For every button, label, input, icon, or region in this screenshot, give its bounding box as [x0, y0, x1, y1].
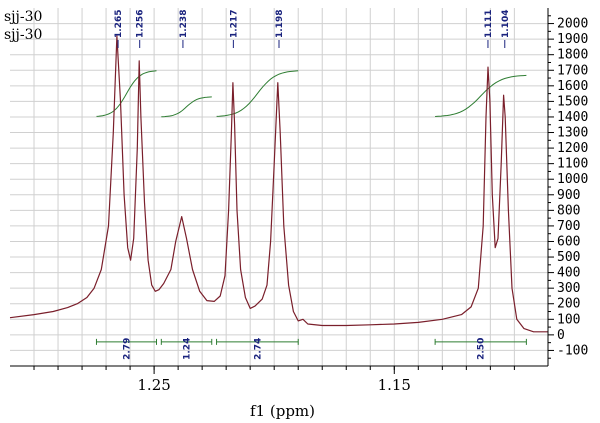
y-tick-label: 700 [557, 219, 580, 234]
peak-label: 1.256 [136, 10, 146, 38]
integral-curves [96, 70, 527, 118]
x-tick-label: 1.15 [378, 376, 411, 394]
integral-curve [96, 70, 157, 117]
peak-label: 1.111 [484, 10, 494, 38]
peak-label: 1.198 [275, 10, 285, 38]
y-tick-label: 1100 [557, 157, 588, 172]
y-tick-label: 800 [557, 203, 580, 218]
x-tick-label: 1.25 [137, 376, 170, 394]
peak-label: 1.217 [229, 10, 239, 38]
y-tick-label: 1000 [557, 172, 588, 187]
peak-labels: 1.265 1.256 1.238 1.217 1.198 1.111 1.104 [114, 10, 511, 48]
peak-label: 1.265 [114, 10, 124, 38]
axes: -100010020030040050060070080090010001100… [10, 8, 588, 394]
grid [10, 8, 548, 366]
spectrum-trace [9, 35, 548, 333]
integral-value: 2.79 [122, 338, 132, 360]
y-tick-label: 1600 [557, 79, 588, 94]
integral-curve [161, 96, 212, 118]
y-tick-label: 400 [557, 266, 580, 281]
y-tick-label: 2000 [557, 17, 588, 32]
y-tick-label: 1500 [557, 94, 588, 109]
integral-value: 1.24 [183, 338, 193, 360]
spectrum-line [9, 35, 548, 333]
y-tick-label: 900 [557, 188, 580, 203]
y-tick-label: 100 [557, 312, 580, 327]
integral-curve [216, 70, 299, 117]
peak-label: 1.238 [179, 10, 189, 38]
integration-bars: 2.79 1.24 2.74 2.50 [95, 338, 527, 360]
y-tick-label: 300 [557, 281, 580, 296]
y-tick-label: -100 [557, 343, 588, 358]
y-tick-label: 1400 [557, 110, 588, 125]
y-tick-label: 200 [557, 297, 580, 312]
x-axis-label: f1 (ppm) [250, 402, 315, 420]
y-tick-label: 1300 [557, 126, 588, 141]
y-tick-label: 1900 [557, 32, 588, 47]
y-tick-label: 1700 [557, 63, 588, 78]
peak-label: 1.104 [501, 10, 511, 38]
y-tick-label: 500 [557, 250, 580, 265]
y-tick-label: 0 [557, 328, 565, 343]
sample-label-1: sjj-30 [4, 9, 42, 25]
sample-label-2: sjj-30 [4, 27, 42, 43]
integral-value: 2.50 [477, 338, 487, 360]
y-tick-label: 1800 [557, 48, 588, 63]
integral-curve [435, 74, 527, 117]
integral-value: 2.74 [253, 338, 263, 360]
y-tick-label: 1200 [557, 141, 588, 156]
y-tick-label: 600 [557, 234, 580, 249]
